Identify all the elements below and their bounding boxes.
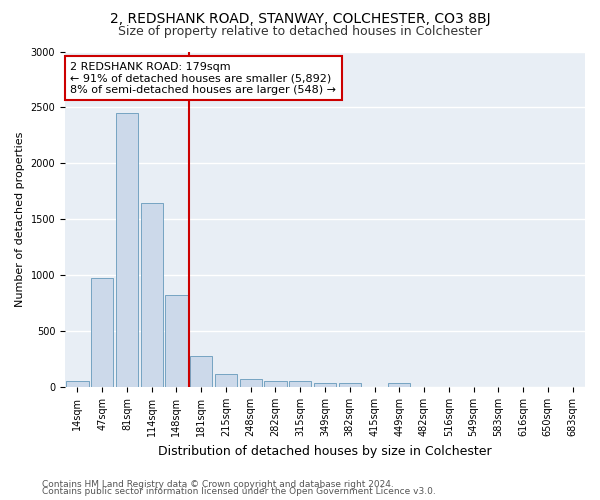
Bar — [140, 202, 163, 387]
Text: 2 REDSHANK ROAD: 179sqm
← 91% of detached houses are smaller (5,892)
8% of semi-: 2 REDSHANK ROAD: 179sqm ← 91% of detache… — [70, 62, 336, 95]
Text: 2, REDSHANK ROAD, STANWAY, COLCHESTER, CO3 8BJ: 2, REDSHANK ROAD, STANWAY, COLCHESTER, C… — [110, 12, 490, 26]
Text: Contains HM Land Registry data © Crown copyright and database right 2024.: Contains HM Land Registry data © Crown c… — [42, 480, 394, 489]
Bar — [388, 383, 410, 387]
Bar — [338, 383, 361, 387]
Text: Contains public sector information licensed under the Open Government Licence v3: Contains public sector information licen… — [42, 487, 436, 496]
Bar — [66, 382, 89, 387]
Bar — [166, 295, 188, 387]
Bar — [116, 113, 138, 387]
Bar — [91, 278, 113, 387]
Bar — [190, 356, 212, 387]
Bar — [289, 382, 311, 387]
Bar — [215, 374, 237, 387]
X-axis label: Distribution of detached houses by size in Colchester: Distribution of detached houses by size … — [158, 444, 492, 458]
Y-axis label: Number of detached properties: Number of detached properties — [15, 132, 25, 307]
Bar — [314, 382, 336, 387]
Bar — [239, 378, 262, 387]
Text: Size of property relative to detached houses in Colchester: Size of property relative to detached ho… — [118, 25, 482, 38]
Bar — [265, 381, 287, 387]
